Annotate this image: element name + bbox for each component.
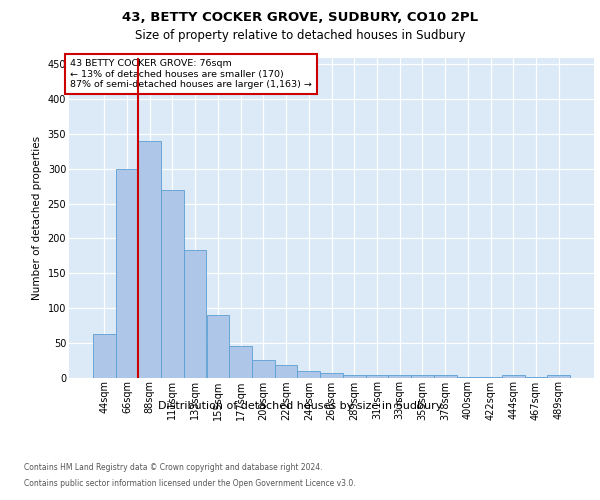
Bar [457,377,479,378]
Bar [502,376,524,378]
Bar [434,376,457,378]
Bar [343,374,365,378]
Bar [524,377,547,378]
Bar [93,334,116,378]
Bar [161,190,184,378]
Bar [388,376,411,378]
Bar [206,315,229,378]
Text: 43, BETTY COCKER GROVE, SUDBURY, CO10 2PL: 43, BETTY COCKER GROVE, SUDBURY, CO10 2P… [122,11,478,24]
Text: Contains public sector information licensed under the Open Government Licence v3: Contains public sector information licen… [24,479,356,488]
Bar [139,141,161,378]
Bar [320,374,343,378]
Bar [365,376,388,378]
Bar [479,377,502,378]
Bar [275,365,298,378]
Bar [252,360,275,378]
Bar [411,376,434,378]
Bar [116,169,139,378]
Bar [547,376,570,378]
Text: Size of property relative to detached houses in Sudbury: Size of property relative to detached ho… [135,29,465,42]
Bar [184,250,206,378]
Bar [229,346,252,378]
Text: Contains HM Land Registry data © Crown copyright and database right 2024.: Contains HM Land Registry data © Crown c… [24,462,323,471]
Y-axis label: Number of detached properties: Number of detached properties [32,136,42,300]
Bar [298,370,320,378]
Text: 43 BETTY COCKER GROVE: 76sqm
← 13% of detached houses are smaller (170)
87% of s: 43 BETTY COCKER GROVE: 76sqm ← 13% of de… [70,59,312,89]
Text: Distribution of detached houses by size in Sudbury: Distribution of detached houses by size … [158,401,442,411]
